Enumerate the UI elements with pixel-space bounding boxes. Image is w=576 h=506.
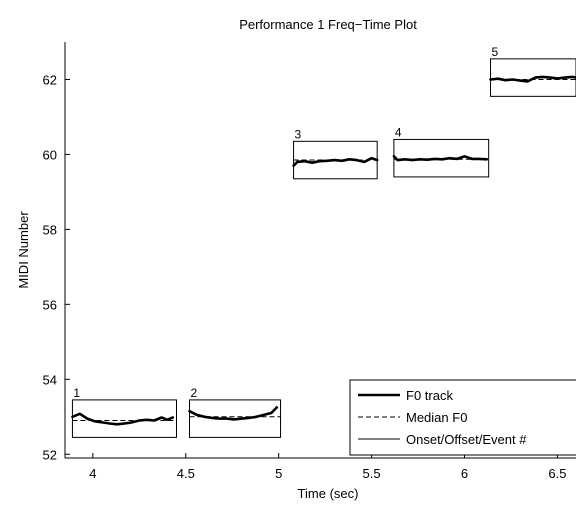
y-axis-label: MIDI Number <box>16 211 31 289</box>
event-labels-layer: 1 2 3 4 5 <box>73 45 498 400</box>
event-number-label: 4 <box>395 125 402 139</box>
event-number-label: 1 <box>73 386 80 400</box>
y-tick-label: 56 <box>43 297 57 312</box>
y-tick-label: 54 <box>43 372 57 387</box>
x-axis-label: Time (sec) <box>298 486 359 501</box>
x-tick-label: 4 <box>89 466 96 481</box>
event-number-label: 3 <box>295 127 302 141</box>
y-tick-label: 58 <box>43 222 57 237</box>
legend-entry-label: F0 track <box>406 388 453 403</box>
legend-entry-label: Median F0 <box>406 410 467 425</box>
legend: F0 track Median F0 Onset/Offset/Event # <box>350 380 576 455</box>
f0-track <box>190 407 277 419</box>
f0-track <box>394 156 487 160</box>
event-number-label: 2 <box>190 386 197 400</box>
f0-track <box>294 158 378 166</box>
x-tick-label: 6 <box>461 466 468 481</box>
y-tick-label: 60 <box>43 147 57 162</box>
f0-track <box>72 414 172 425</box>
x-tick-label: 6.5 <box>548 466 566 481</box>
y-tick-label: 62 <box>43 72 57 87</box>
event-number-label: 5 <box>492 45 499 59</box>
y-tick-label: 52 <box>43 447 57 462</box>
chart-title: Performance 1 Freq−Time Plot <box>239 17 417 32</box>
x-tick-label: 5 <box>275 466 282 481</box>
legend-entry-label: Onset/Offset/Event # <box>406 432 527 447</box>
x-tick-label: 5.5 <box>363 466 381 481</box>
x-tick-label: 4.5 <box>177 466 195 481</box>
